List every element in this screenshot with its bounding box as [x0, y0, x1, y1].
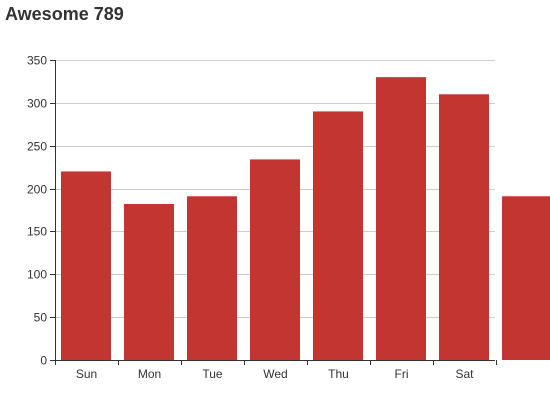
bar-sun — [61, 171, 111, 360]
tick-labels: 0 50 100 150 200 250 300 350 Sun Mon Tue Wed Thu Fri S… — [27, 54, 474, 382]
bar-extra — [502, 196, 550, 360]
bar-sat — [439, 94, 489, 361]
y-tick-label: 150 — [27, 225, 47, 239]
x-tick-label-fri: Fri — [395, 367, 409, 381]
bar-fri — [376, 77, 426, 361]
y-tick-label: 0 — [40, 354, 47, 368]
x-tick-label-wed: Wed — [263, 367, 287, 381]
y-tick-label: 50 — [34, 311, 48, 325]
bar-tue — [187, 196, 237, 360]
x-tick-label-sat: Sat — [455, 367, 474, 381]
axes — [50, 60, 497, 365]
chart-title: Awesome 789 — [5, 4, 124, 24]
bar-thu — [313, 111, 363, 360]
x-tick-label-sun: Sun — [76, 367, 97, 381]
x-tick-label-thu: Thu — [328, 367, 349, 381]
x-tick-label-tue: Tue — [202, 367, 223, 381]
y-tick-label: 300 — [27, 97, 47, 111]
y-tick-label: 200 — [27, 183, 47, 197]
x-tick-label-mon: Mon — [138, 367, 161, 381]
bars — [61, 77, 550, 361]
y-tick-label: 350 — [27, 54, 47, 68]
bar-wed — [250, 159, 300, 360]
y-tick-label: 100 — [27, 268, 47, 282]
y-tick-label: 250 — [27, 140, 47, 154]
bar-mon — [124, 204, 174, 360]
